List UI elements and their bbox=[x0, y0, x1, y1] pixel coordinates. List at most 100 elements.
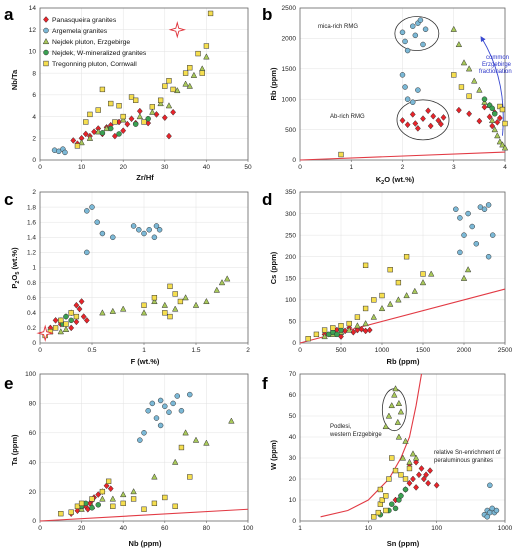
point-c-argemela-granites-3 bbox=[99, 230, 106, 237]
point-d-argemela-granites-0 bbox=[453, 206, 459, 213]
y-tick-e-2: 40 bbox=[29, 459, 37, 466]
point-f-nejdek-w-mineralized-granites-5 bbox=[402, 486, 409, 493]
series-a-nejdek-w-mineralized-granites bbox=[99, 115, 151, 137]
point-c-tregonning-pluton-cornwall-10 bbox=[167, 283, 173, 290]
point-c-nejdek-pluton-erzgebirge-13 bbox=[57, 328, 65, 335]
point-c-nejdek-pluton-erzgebirge-2 bbox=[119, 305, 127, 312]
y-tick-f-5: 50 bbox=[289, 413, 297, 420]
point-b-nejdek-w-mineralized-granites-3 bbox=[492, 111, 498, 117]
point-a-tregonning-pluton-cornwall-1 bbox=[83, 119, 89, 125]
y-tick-d-7: 350 bbox=[285, 189, 296, 196]
point-c-tregonning-pluton-cornwall-4 bbox=[63, 321, 69, 327]
star-marker-c bbox=[36, 324, 54, 342]
point-d-tregonning-pluton-cornwall-2 bbox=[321, 327, 328, 333]
point-e-tregonning-pluton-cornwall-12 bbox=[172, 503, 178, 509]
point-a-nejdek-w-mineralized-granites-2 bbox=[116, 131, 122, 137]
x-tick-a-4: 40 bbox=[203, 164, 211, 171]
legend-marker-tregonning-pluton-cornwall bbox=[43, 60, 49, 67]
x-tick-f-3: 1000 bbox=[498, 525, 513, 532]
point-c-tregonning-pluton-cornwall-13 bbox=[167, 313, 173, 320]
series-f-tregonning-pluton-cornwall bbox=[371, 455, 413, 520]
point-a-nejdek-pluton-erzgebirge-11 bbox=[190, 71, 198, 78]
point-a-panasqueira-granites-14 bbox=[128, 115, 135, 123]
point-f-nejdek-pluton-erzgebirge-12 bbox=[409, 450, 417, 457]
x-tick-a-0: 0 bbox=[38, 164, 42, 171]
point-b-nejdek-pluton-erzgebirge-3 bbox=[465, 65, 473, 72]
point-f-nejdek-pluton-erzgebirge-8 bbox=[395, 433, 403, 440]
point-c-argemela-granites-9 bbox=[146, 227, 152, 233]
point-d-tregonning-pluton-cornwall-10 bbox=[395, 279, 402, 286]
point-f-tregonning-pluton-cornwall-12 bbox=[383, 493, 389, 499]
point-f-panasqueira-granites-4 bbox=[410, 475, 416, 483]
point-f-panasqueira-granites-10 bbox=[425, 479, 432, 487]
series-b-nejdek-w-mineralized-granites bbox=[481, 96, 498, 117]
y-tick-c-5: 1 bbox=[32, 265, 36, 272]
point-e-tregonning-pluton-cornwall-13 bbox=[178, 444, 185, 451]
point-a-nejdek-pluton-erzgebirge-10 bbox=[182, 80, 189, 87]
point-e-nejdek-pluton-erzgebirge-11 bbox=[228, 417, 235, 424]
axis-label-c-y-sub2: 5 bbox=[15, 272, 21, 275]
point-f-tregonning-pluton-cornwall-10 bbox=[406, 465, 413, 472]
point-a-tregonning-pluton-cornwall-14 bbox=[162, 83, 168, 89]
point-a-tregonning-pluton-cornwall-10 bbox=[133, 97, 139, 103]
point-e-tregonning-pluton-cornwall-2 bbox=[74, 503, 81, 509]
point-f-nejdek-pluton-erzgebirge-4 bbox=[392, 385, 399, 392]
point-a-panasqueira-granites-19 bbox=[161, 114, 168, 122]
x-tick-a-5: 50 bbox=[244, 164, 252, 171]
axis-label-f-y: W (ppm) bbox=[269, 440, 278, 470]
point-b-argemela-granites-12 bbox=[410, 99, 416, 105]
point-d-tregonning-pluton-cornwall-3 bbox=[330, 325, 336, 331]
point-b-nejdek-pluton-erzgebirge-11 bbox=[496, 138, 504, 145]
point-d-nejdek-pluton-erzgebirge-4 bbox=[354, 322, 361, 329]
point-a-argemela-granites-3 bbox=[62, 149, 68, 156]
y-tick-c-8: 1.6 bbox=[27, 219, 36, 226]
point-e-tregonning-pluton-cornwall-8 bbox=[130, 496, 137, 502]
x-tick-c-0: 0 bbox=[38, 347, 42, 354]
point-b-panasqueira-granites-16 bbox=[486, 113, 493, 121]
point-e-argemela-granites-12 bbox=[157, 422, 164, 429]
y-tick-a-7: 14 bbox=[29, 5, 37, 12]
y-tick-d-1: 50 bbox=[289, 319, 297, 326]
x-tick-d-5: 2500 bbox=[498, 347, 513, 354]
point-c-panasqueira-granites-6 bbox=[76, 305, 83, 313]
axis-label-e-y: Ta (ppm) bbox=[10, 434, 19, 466]
point-e-argemela-granites-1 bbox=[141, 430, 147, 436]
axis-label-a-x: Zr/Hf bbox=[136, 173, 154, 182]
point-a-tregonning-pluton-cornwall-0 bbox=[74, 143, 81, 149]
point-c-nejdek-pluton-erzgebirge-12 bbox=[223, 275, 231, 282]
point-d-tregonning-pluton-cornwall-6 bbox=[354, 314, 361, 320]
series-a-tregonning-pluton-cornwall bbox=[74, 10, 214, 149]
point-e-panasqueira-granites-1 bbox=[74, 507, 81, 515]
point-b-argemela-granites-10 bbox=[402, 84, 408, 90]
point-f-panasqueira-granites-3 bbox=[406, 479, 413, 487]
point-a-tregonning-pluton-cornwall-15 bbox=[166, 78, 172, 84]
point-a-panasqueira-granites-20 bbox=[166, 132, 172, 140]
y-tick-f-4: 40 bbox=[289, 434, 297, 441]
y-tick-e-5: 100 bbox=[25, 371, 36, 378]
point-e-argemela-granites-9 bbox=[174, 393, 181, 399]
point-f-tregonning-pluton-cornwall-6 bbox=[389, 455, 395, 461]
reference-curve-f bbox=[320, 373, 423, 518]
axis-label-d-y: Cs (ppm) bbox=[269, 251, 278, 284]
point-d-argemela-granites-5 bbox=[473, 241, 480, 247]
point-f-tregonning-pluton-cornwall-7 bbox=[392, 467, 399, 474]
y-tick-c-9: 1.8 bbox=[27, 204, 36, 211]
y-tick-c-6: 1.2 bbox=[27, 250, 36, 257]
point-b-panasqueira-granites-14 bbox=[476, 117, 483, 125]
point-e-tregonning-pluton-cornwall-7 bbox=[120, 500, 126, 507]
point-d-nejdek-pluton-erzgebirge-5 bbox=[362, 320, 369, 327]
point-a-nejdek-pluton-erzgebirge-7 bbox=[157, 100, 164, 107]
series-d-tregonning-pluton-cornwall bbox=[305, 254, 426, 342]
point-e-argemela-granites-8 bbox=[170, 400, 176, 407]
point-b-panasqueira-granites-4 bbox=[414, 125, 421, 132]
y-tick-d-0: 0 bbox=[292, 340, 296, 347]
point-e-nejdek-pluton-erzgebirge-4 bbox=[119, 491, 127, 498]
point-a-nejdek-pluton-erzgebirge-5 bbox=[136, 113, 144, 120]
axis-label-c-y-sub1: 2 bbox=[15, 281, 21, 284]
point-f-tregonning-pluton-cornwall-9 bbox=[402, 476, 409, 482]
panel-a: 0 10 20 30 40 50 0 2 4 6 8 10 12 14 bbox=[29, 5, 252, 171]
series-e-nejdek-w-mineralized-granites bbox=[78, 500, 101, 511]
point-b-argemela-granites-9 bbox=[399, 72, 406, 78]
legend-marker-nejdek-pluton-erzgebirge bbox=[42, 37, 50, 45]
point-b-argemela-granites-6 bbox=[417, 17, 424, 23]
